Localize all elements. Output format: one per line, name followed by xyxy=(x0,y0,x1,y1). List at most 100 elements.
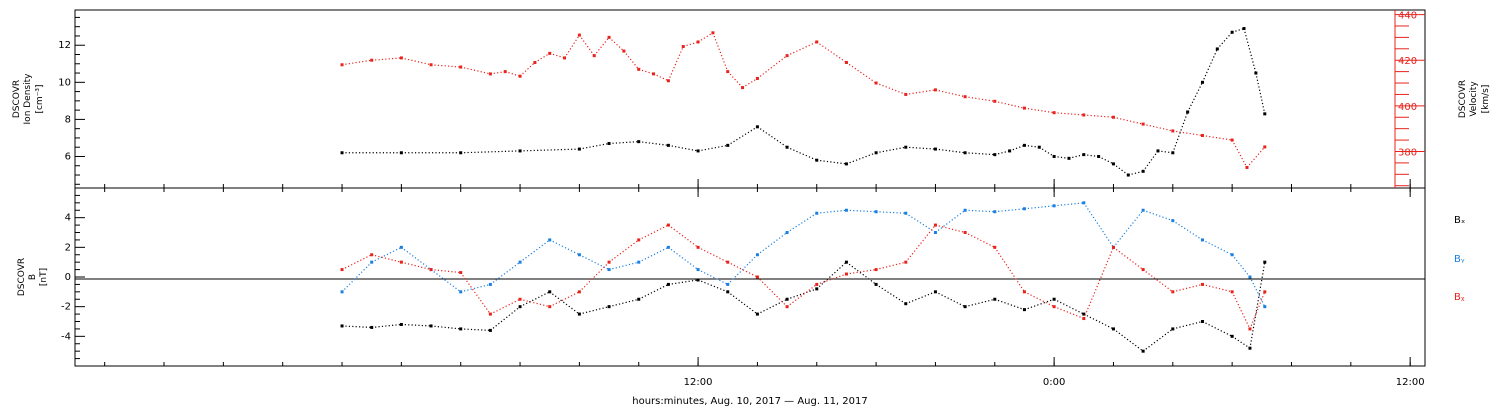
velocity-trace xyxy=(341,59,372,66)
density-point xyxy=(1230,30,1234,34)
velocity-trace xyxy=(875,82,906,95)
density-trace xyxy=(1083,154,1099,158)
by-trace xyxy=(549,239,580,256)
b-tick-label: 0 xyxy=(65,272,71,283)
by-trace xyxy=(876,211,906,214)
density-axis-label-line-2: Ion Density xyxy=(23,73,33,125)
by-trace xyxy=(1142,209,1174,222)
by-trace xyxy=(1231,254,1251,278)
density-trace xyxy=(1243,28,1257,74)
bz-trace xyxy=(994,247,1025,293)
bx-trace xyxy=(608,298,639,308)
density-trace xyxy=(1113,163,1129,176)
density-trace xyxy=(1216,31,1233,50)
density-axis-label-line-1: DSCOVR xyxy=(12,80,22,118)
bx-trace xyxy=(519,291,550,308)
bx-trace xyxy=(1202,320,1233,337)
velocity-trace xyxy=(430,64,461,68)
bz-trace xyxy=(935,224,966,234)
density-trace xyxy=(757,126,788,148)
x-tick-label: 0:00 xyxy=(1043,377,1065,388)
density-trace xyxy=(786,146,817,161)
bz-trace xyxy=(1231,291,1251,330)
velocity-trace xyxy=(1024,107,1055,114)
velocity-trace xyxy=(1054,112,1084,116)
bz-trace xyxy=(1024,291,1055,308)
b-tick-label: 4 xyxy=(65,213,71,224)
bx-trace xyxy=(371,323,402,329)
velocity-trace xyxy=(623,50,640,70)
density-trace xyxy=(609,141,639,145)
velocity-trace xyxy=(786,41,818,57)
bx-trace xyxy=(994,298,1025,311)
density-trace xyxy=(1128,170,1144,176)
velocity-trace xyxy=(712,32,729,72)
velocity-trace xyxy=(564,34,580,59)
velocity-trace xyxy=(638,68,654,75)
velocity-trace xyxy=(742,77,758,89)
b-tick-label: 2 xyxy=(65,242,71,253)
bx-trace xyxy=(1172,320,1203,330)
density-trace xyxy=(520,148,580,152)
by-trace xyxy=(697,269,729,285)
bz-trace xyxy=(519,298,550,308)
bz-trace xyxy=(1053,306,1085,320)
b-tick-label: -2 xyxy=(61,302,71,313)
density-tick-label: 6 xyxy=(65,151,71,162)
by-trace xyxy=(490,261,521,285)
bx-trace xyxy=(964,298,995,308)
bz-trace xyxy=(549,291,580,308)
by-trace xyxy=(460,283,491,293)
velocity-trace xyxy=(505,71,521,77)
bx-trace xyxy=(1053,298,1085,315)
by-trace xyxy=(786,212,818,234)
velocity-trace xyxy=(727,71,744,88)
velocity-trace xyxy=(683,41,699,48)
bx-trace xyxy=(935,291,966,308)
density-trace xyxy=(1201,48,1218,83)
bx-trace xyxy=(1142,328,1174,352)
bx-trace xyxy=(430,325,461,330)
bz-trace xyxy=(668,224,699,248)
velocity-trace xyxy=(816,41,847,63)
density-trace xyxy=(579,142,610,150)
velocity-trace xyxy=(667,46,684,81)
velocity-trace xyxy=(1113,116,1144,125)
velocity-trace xyxy=(608,36,625,52)
b-axis-label: DSCOVR B [nT] xyxy=(17,258,49,296)
b-axis-label-line-3: [nT] xyxy=(39,268,49,286)
bx-trace xyxy=(875,283,907,305)
data-points-group xyxy=(340,27,1267,353)
velocity-trace xyxy=(1246,146,1266,168)
velocity-trace xyxy=(994,100,1025,109)
bz-trace xyxy=(1083,247,1115,319)
velocity-axis-label-line-1: DSCOVR xyxy=(1458,80,1468,118)
density-trace xyxy=(846,152,877,165)
velocity-trace xyxy=(401,57,432,66)
velocity-tick-label: 400 xyxy=(1398,102,1417,113)
bx-trace xyxy=(342,325,372,329)
density-trace xyxy=(1098,155,1114,165)
bx-trace xyxy=(490,306,521,331)
x-tick-label: 12:00 xyxy=(684,377,713,388)
by-trace xyxy=(668,246,699,271)
velocity-trace xyxy=(653,73,669,82)
velocity-trace xyxy=(578,34,595,56)
b-axis-label-line-2: B xyxy=(28,274,38,280)
by-trace xyxy=(994,208,1025,213)
bx-trace xyxy=(401,323,432,327)
bx-trace xyxy=(1113,328,1144,352)
by-trace xyxy=(401,246,432,271)
by-trace xyxy=(905,212,936,234)
velocity-axis-label-line-3: [km/s] xyxy=(1481,85,1491,114)
bz-point xyxy=(1263,290,1267,294)
bz-trace xyxy=(756,276,788,308)
bx-trace xyxy=(1249,262,1266,349)
bz-trace xyxy=(786,283,818,308)
velocity-point xyxy=(711,31,715,35)
velocity-axis-label: DSCOVR Velocity [km/s] xyxy=(1458,80,1491,118)
bz-trace xyxy=(1202,283,1233,293)
by-trace xyxy=(608,261,639,271)
density-velocity-panel-frame xyxy=(74,9,1426,189)
